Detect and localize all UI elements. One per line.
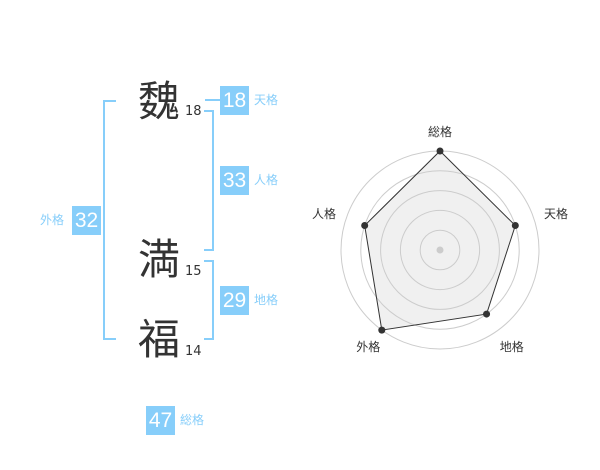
grid-ring — [380, 190, 500, 310]
grid-ring — [399, 209, 481, 291]
soukaku-label: 総格 — [180, 413, 205, 427]
radar-axis-label: 総格 — [427, 125, 452, 139]
tenkaku-value: 18 — [220, 86, 249, 115]
bracket-stub — [204, 249, 214, 251]
strokes-3: 14 — [185, 344, 202, 359]
chikaku-label: 地格 — [254, 293, 279, 307]
data-point — [436, 147, 444, 155]
center-dot — [436, 246, 444, 254]
soukaku-value: 47 — [146, 406, 175, 435]
radar-axis-label: 外格 — [356, 340, 381, 355]
name-char-1: 魏 — [138, 77, 181, 126]
data-point — [511, 222, 519, 230]
gaikaku-value: 32 — [72, 206, 101, 235]
data-point — [361, 222, 369, 230]
radar-axis-label: 人格 — [311, 207, 336, 222]
bracket-stub — [103, 100, 116, 102]
tenkaku-connector — [205, 99, 220, 101]
jinkaku-value: 33 — [220, 166, 249, 195]
chikaku-bracket — [212, 260, 214, 340]
jinkaku-bracket — [212, 110, 214, 250]
name-char-3: 福 — [138, 315, 181, 364]
tenkaku-label: 天格 — [254, 93, 279, 107]
bracket-stub — [204, 338, 214, 340]
bracket-stub — [103, 338, 116, 340]
jinkaku-label: 人格 — [254, 173, 279, 187]
radar-axis-label: 天格 — [544, 207, 569, 222]
radar-axis-label: 地格 — [499, 340, 524, 355]
gaikaku-bracket — [103, 100, 105, 340]
bracket-stub — [204, 260, 214, 262]
bracket-stub — [204, 110, 214, 112]
grid-ring — [419, 229, 461, 271]
strokes-1: 18 — [185, 104, 202, 119]
radar-area — [364, 151, 516, 331]
data-point — [378, 326, 386, 334]
name-char-2: 満 — [138, 235, 181, 284]
radar-outline — [364, 150, 516, 331]
gaikaku-label: 外格 — [40, 213, 65, 227]
chikaku-value: 29 — [220, 286, 249, 315]
grid-ring — [360, 170, 520, 330]
strokes-2: 15 — [185, 264, 202, 279]
data-point — [483, 310, 491, 318]
